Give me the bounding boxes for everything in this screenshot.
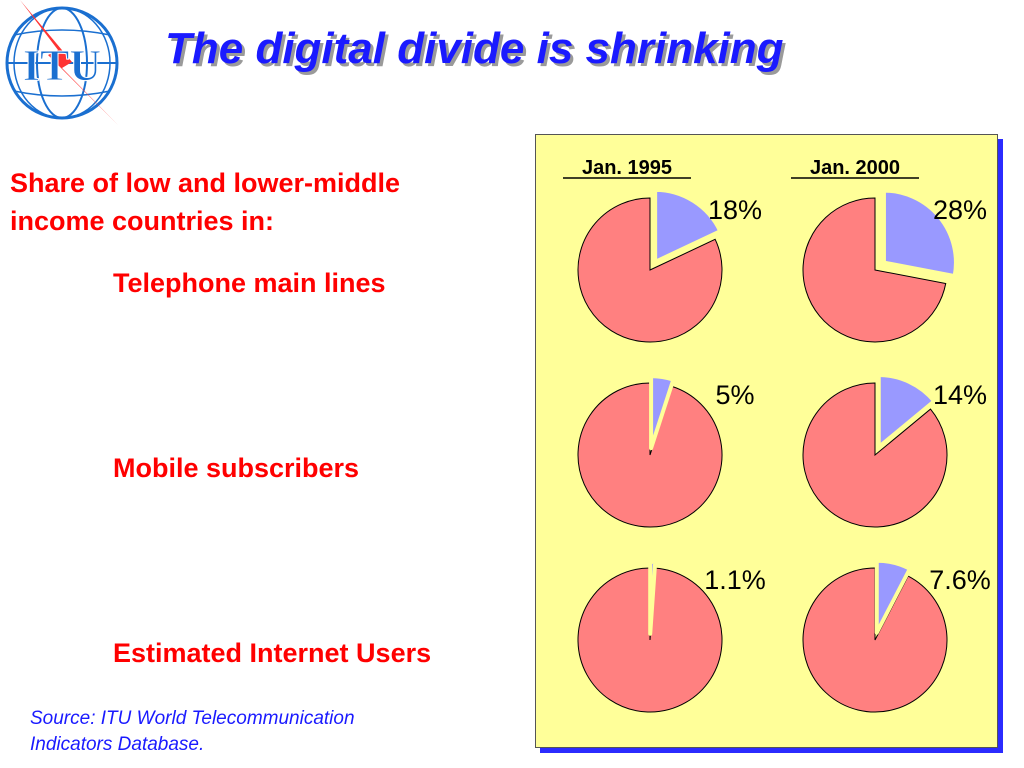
pie-percent-label: 14% [933,380,987,410]
pie-slice-share [648,559,658,636]
row-label-telephone: Telephone main lines [113,268,386,298]
pie-slice-rest [577,197,723,343]
pie-slice-share [874,558,912,635]
pie-slice-rest [802,382,948,528]
pie-slice-rest [802,567,948,713]
column-header-1995: Jan. 1995 [582,157,672,179]
pie-slice-rest [802,197,947,343]
intro-line-2: income countries in: [10,206,275,236]
pie-slice-share [649,374,676,451]
page-title: The digital divide is shrinking [165,24,784,73]
pie-slice-share [876,373,937,450]
row-label-internet: Estimated Internet Users [113,638,432,668]
source-line-2: Indicators Database. [30,734,205,755]
itu-logo: ITU [5,0,119,125]
pie-percent-label: 18% [708,195,762,225]
pie-percent-label: 28% [933,195,987,225]
row-label-mobile: Mobile subscribers [113,453,360,483]
source-line-1: Source: ITU World Telecommunication [30,708,355,729]
pie-slice-rest [577,382,723,528]
pie-percent-label: 5% [715,380,754,410]
pie-slice-share [881,188,958,279]
column-header-2000: Jan. 2000 [810,157,900,179]
itu-logo-text: ITU [23,41,101,90]
pie-slice-share [653,187,723,264]
pie-slice-rest [577,567,723,713]
pie-percent-label: 1.1% [704,565,766,595]
pie-percent-label: 7.6% [929,565,991,595]
intro-line-1: Share of low and lower-middle [10,168,401,198]
